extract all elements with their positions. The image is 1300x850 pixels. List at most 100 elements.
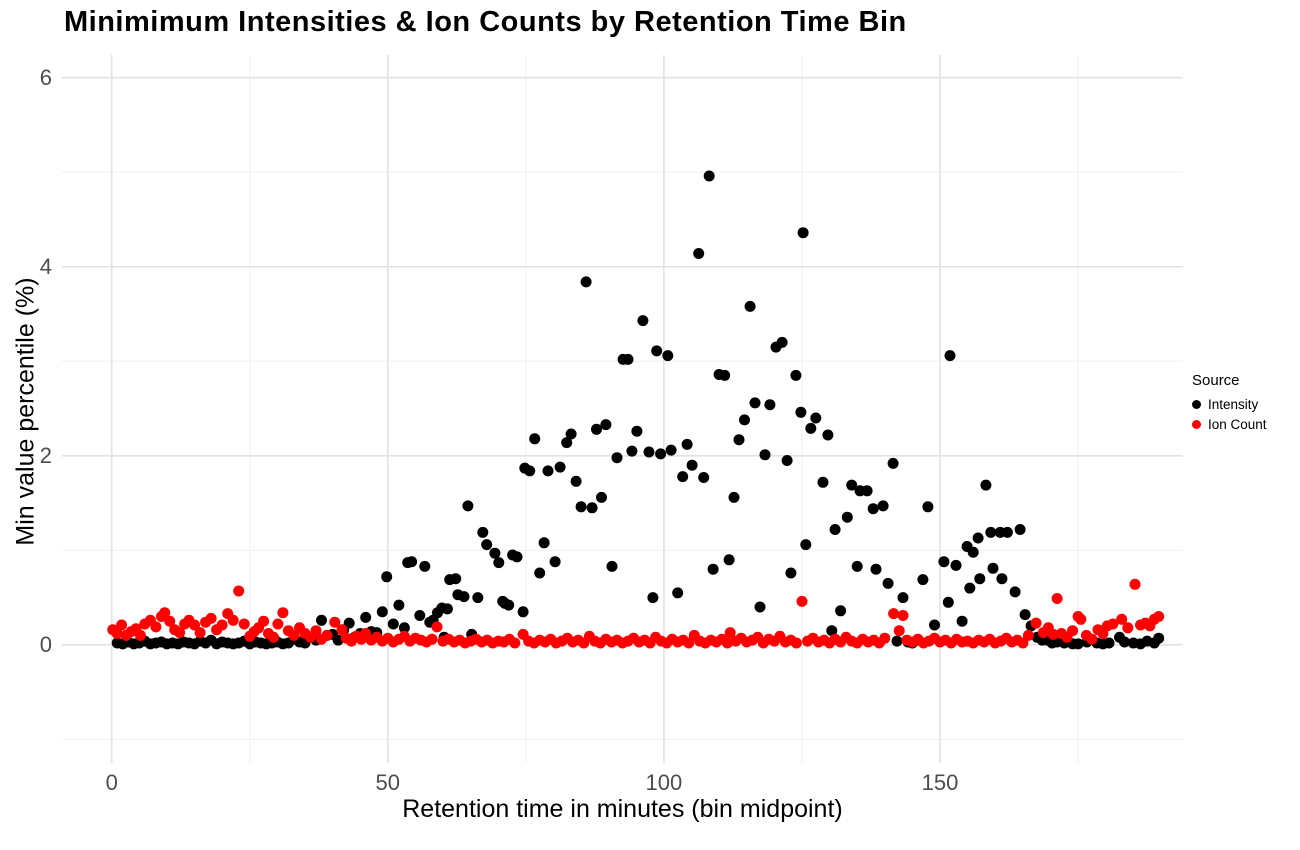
data-point [879,632,891,644]
data-point [493,557,505,569]
data-point [796,595,808,607]
scatter-plot-canvas [62,55,1183,763]
data-point [164,615,176,627]
data-point [972,532,984,544]
data-point [795,406,807,418]
data-point [1072,638,1084,650]
data-point [458,591,470,603]
x-tick-label: 100 [645,770,683,795]
data-point [655,448,667,460]
data-point [1009,586,1021,598]
legend-entry-ion-count: Ion Count [1192,417,1267,432]
data-point [626,445,638,457]
data-point [677,471,689,483]
data-point [754,601,766,613]
legend-entry-label: Intensity [1208,397,1259,412]
data-point [116,619,128,631]
data-point [310,625,322,637]
data-point [321,629,333,641]
data-point [376,606,388,618]
data-point [565,428,577,440]
data-point [776,336,788,348]
data-point [764,399,776,411]
data-point [719,369,731,381]
data-point [538,537,550,549]
data-point [503,599,515,611]
data-point [1047,628,1059,640]
data-point [387,618,399,630]
data-point [111,628,123,639]
ion-count-point-icon [1192,420,1201,429]
data-point [707,563,719,575]
data-point [517,606,529,618]
data-point [942,596,954,608]
data-point [841,511,853,523]
data-point [800,539,812,551]
data-point [343,617,355,629]
data-point [554,461,566,473]
x-tick-label: 0 [105,770,118,795]
data-point [967,546,979,558]
data-point [870,563,882,575]
legend: Source Intensity Ion Count [1192,372,1267,437]
data-point [542,465,554,477]
data-point [216,619,228,631]
data-point [489,547,501,559]
data-point [917,574,929,586]
data-point [829,524,841,535]
data-point [723,554,735,566]
data-point [835,605,847,617]
data-point [511,551,523,563]
data-point [964,582,976,594]
data-point [426,633,438,645]
data-point [1022,629,1034,641]
data-point [233,585,245,597]
legend-title: Source [1192,372,1240,389]
legend-entry-label: Ion Count [1208,417,1267,432]
data-point [441,603,453,615]
data-point [1030,617,1042,629]
data-point [360,611,372,623]
data-point [703,170,715,182]
data-point [189,619,200,631]
data-point [891,635,903,647]
data-point [194,627,206,639]
data-point [529,433,541,445]
data-point [481,539,493,551]
data-point [790,369,802,381]
data-point [606,560,618,572]
data-point [733,434,745,446]
data-point [622,353,634,365]
data-point [1153,611,1165,622]
data-point [851,560,863,572]
data-point [150,621,162,633]
data-point [450,573,462,585]
legend-entry-intensity: Intensity [1192,397,1267,412]
data-point [956,615,968,627]
data-point [785,567,797,579]
data-point [759,449,771,461]
data-point [329,616,341,628]
data-point [817,476,829,488]
data-point [938,556,950,568]
data-point [134,629,146,641]
data-point [897,592,909,604]
data-point [1067,625,1079,637]
data-point [897,610,909,621]
data-point [272,618,284,630]
data-point [1107,618,1119,630]
data-point [665,444,677,456]
data-point [797,227,809,239]
data-point [744,300,756,312]
y-axis-title: Min value percentile (%) [11,277,40,546]
data-point [681,438,693,450]
data-point [336,624,348,636]
data-point [1019,609,1031,621]
data-point [647,592,659,604]
data-point [238,618,250,630]
data-point [810,412,822,424]
chart-title: Minimimum Intensities & Ion Counts by Re… [64,6,907,38]
data-point [570,475,582,487]
series-intensity-points [111,170,1165,650]
